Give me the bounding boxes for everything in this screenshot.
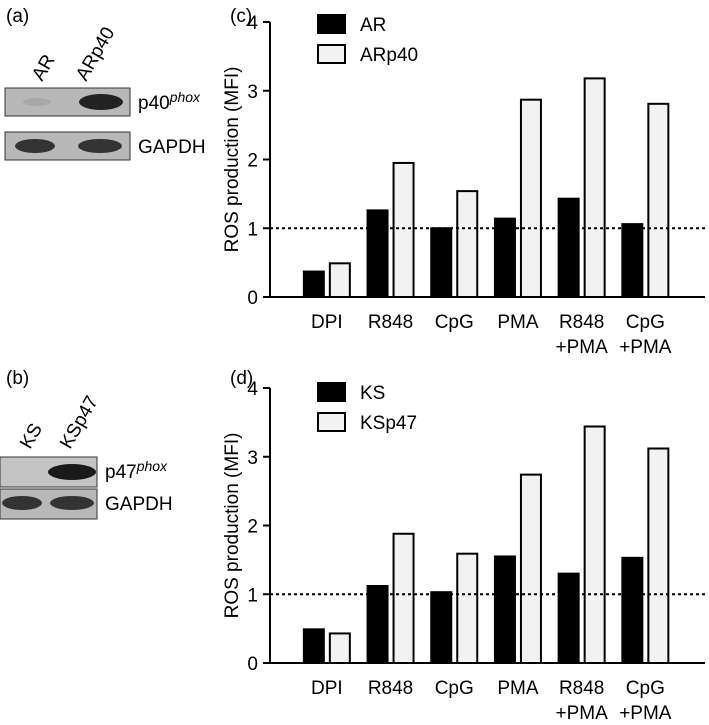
bar [519,98,542,298]
x-tick-label: PMA [497,312,539,333]
x-tick-label: R848 +PMA [556,678,609,724]
label-base: p40 [138,93,170,114]
y-tick-label: 4 [247,379,258,400]
bar [392,532,415,664]
bar [519,473,542,664]
bar [302,270,325,298]
legend-label: KS [360,383,385,404]
y-tick-label: 4 [247,13,258,34]
y-tick-label: 3 [247,82,258,103]
x-tick-label: CpG +PMA [619,312,672,358]
legend-swatch [317,14,346,34]
bar [583,425,606,664]
label-base: GAPDH [138,137,206,158]
lane-label: KSp47 [56,393,103,453]
label-base: GAPDH [105,494,173,515]
bar [366,209,389,298]
y-tick-label: 1 [247,585,258,606]
label-base: p47 [105,462,137,483]
panel-label: (c) [230,6,252,27]
y-tick-label: 2 [247,151,258,172]
legend-label: AR [360,15,386,36]
bar [493,555,516,664]
blot-row-label: GAPDH [138,137,206,158]
bar [328,632,351,664]
legend-label: KSp47 [360,413,417,434]
y-axis-title: ROS production (MFI) [222,67,243,253]
x-tick-label: DPI [311,678,343,699]
x-tick-label: CpG [435,678,474,699]
x-tick-label: DPI [311,312,343,333]
blot-row-label: GAPDH [105,494,173,515]
panel-label: (a) [6,6,29,27]
y-tick-label: 1 [247,219,258,240]
legend-swatch [317,44,346,64]
x-tick-label: R848 [368,678,413,699]
label-superscript: phox [169,89,201,105]
bar [493,217,516,298]
x-tick-label: CpG [435,312,474,333]
y-tick-label: 0 [247,654,258,675]
blot-images [0,87,131,520]
legend-swatch [317,412,346,432]
y-tick-label: 0 [247,288,258,309]
y-axis-title: ROS production (MFI) [222,433,243,619]
bar [621,556,644,664]
lane-label: KS [16,420,47,452]
panel-label: (d) [230,368,253,389]
lane-label: AR [28,51,59,84]
blot-row-label: p40phox [138,89,201,114]
bar [647,102,670,298]
x-tick-label: R848 [368,312,413,333]
bar [557,572,580,664]
bar [456,190,479,298]
bar [557,197,580,298]
bar [392,161,415,298]
x-tick-label: CpG +PMA [619,678,672,724]
bar [328,262,351,298]
bar [430,227,453,298]
bar [430,591,453,664]
blot-row-label: p47phox [105,458,168,483]
panel-label: (b) [6,368,29,389]
x-tick-label: R848 +PMA [556,312,609,358]
bar [302,628,325,664]
legend-swatch [317,382,346,402]
bar [456,552,479,664]
x-tick-label: PMA [497,678,539,699]
bar [647,447,670,664]
legend-label: ARp40 [360,45,418,66]
label-superscript: phox [136,458,168,474]
y-tick-label: 3 [247,448,258,469]
y-tick-label: 2 [247,517,258,538]
lane-label: ARp40 [72,24,119,85]
bar [366,585,389,664]
bar [583,77,606,298]
bar [621,223,644,298]
